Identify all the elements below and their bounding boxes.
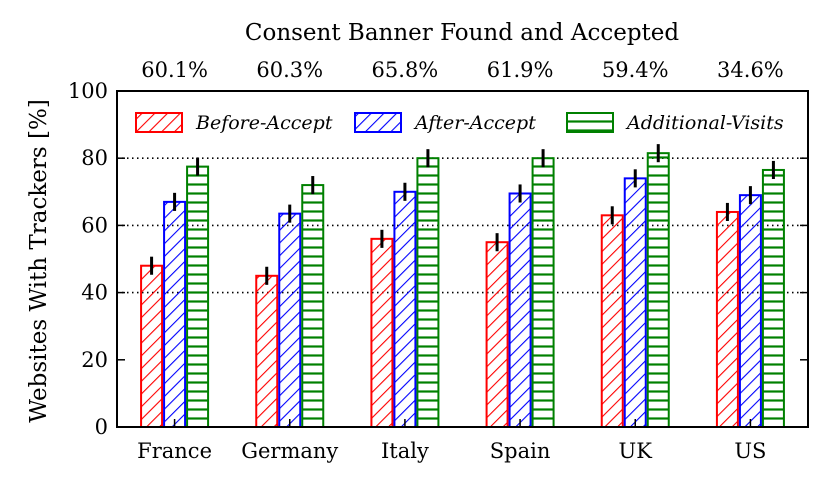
error-bars <box>150 144 775 285</box>
bar-additional-visits-spain <box>531 157 555 428</box>
x-tick-label-germany: Germany <box>241 439 338 463</box>
bar-after-accept-france <box>163 200 187 428</box>
legend-swatch-after-accept <box>354 112 402 133</box>
top-label-us: 34.6% <box>717 58 784 82</box>
plot-frame <box>116 90 809 428</box>
bar-additional-visits-germany <box>301 184 325 428</box>
y-tick-label-0: 0 <box>95 415 108 439</box>
top-label-spain: 61.9% <box>487 58 554 82</box>
legend-label-before-accept: Before-Accept <box>195 112 333 134</box>
bar-after-accept-germany <box>278 212 302 428</box>
legend-swatch-before-accept <box>135 112 183 133</box>
bar-before-accept-us <box>715 210 739 428</box>
legend-label-additional-visits: Additional-Visits <box>625 112 784 134</box>
y-tick-label-80: 80 <box>81 146 108 170</box>
top-label-italy: 65.8% <box>372 58 439 82</box>
top-label-france: 60.1% <box>141 58 208 82</box>
bar-before-accept-germany <box>255 274 279 428</box>
top-labels: 60.1% 60.3% 65.8% 61.9% 59.4% 34.6% <box>141 58 784 82</box>
bar-after-accept-spain <box>508 192 532 428</box>
y-tick-label-60: 60 <box>81 213 108 237</box>
bar-after-accept-italy <box>393 190 417 428</box>
x-tick-label-uk: UK <box>619 439 653 463</box>
x-tick-label-france: France <box>137 439 212 463</box>
x-tick-label-us: US <box>734 439 766 463</box>
grid-lines <box>117 157 808 294</box>
bar-before-accept-france <box>140 264 164 428</box>
chart-title: Consent Banner Found and Accepted <box>245 20 680 46</box>
bar-after-accept-us <box>738 194 762 428</box>
bar-before-accept-spain <box>485 241 509 428</box>
y-tick-label-40: 40 <box>81 281 108 305</box>
x-tick-label-italy: Italy <box>381 439 429 463</box>
y-tick-label-100: 100 <box>68 79 108 103</box>
bar-additional-visits-france <box>186 165 210 428</box>
top-label-uk: 59.4% <box>602 58 669 82</box>
y-axis-label: Websites With Trackers [%] <box>26 99 52 423</box>
legend-label-after-accept: After-Accept <box>413 112 536 134</box>
bars-group <box>140 152 785 429</box>
bar-before-accept-italy <box>370 237 394 428</box>
legend-swatch-additional-visits <box>566 112 614 133</box>
y-tick-label-20: 20 <box>81 348 108 372</box>
top-label-germany: 60.3% <box>256 58 323 82</box>
x-tick-label-spain: Spain <box>490 439 551 463</box>
bar-after-accept-uk <box>623 177 647 428</box>
bar-additional-visits-italy <box>416 157 440 428</box>
x-ticks: France Germany Italy Spain UK US <box>137 419 766 463</box>
bar-before-accept-uk <box>600 214 624 428</box>
y-ticks: 0 20 40 60 80 100 <box>68 79 808 439</box>
legend: Before-Accept After-Accept Additional-Visi… <box>135 112 784 134</box>
bar-additional-visits-uk <box>646 152 670 428</box>
bar-additional-visits-us <box>761 168 785 429</box>
